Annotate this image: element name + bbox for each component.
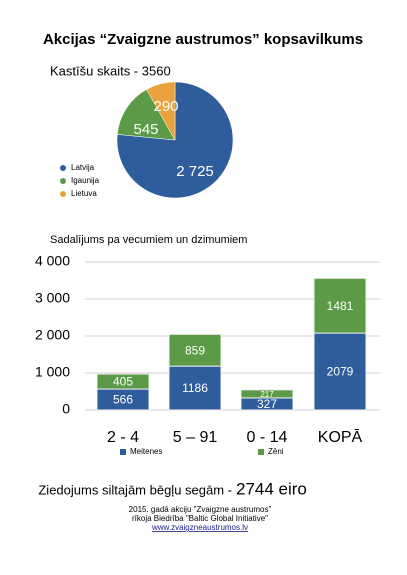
credit-line: 2015. gadā akciju "Zvaigzne austrumos" bbox=[129, 505, 272, 514]
legend-swatch bbox=[60, 165, 66, 171]
slice-label: 2 725 bbox=[176, 163, 214, 180]
bar-segment bbox=[240, 389, 294, 399]
bar-segment bbox=[313, 332, 367, 411]
bar-value-label: 1481 bbox=[327, 299, 354, 313]
y-tick-label: 2 000 bbox=[35, 327, 70, 343]
y-tick-label: 3 000 bbox=[35, 290, 70, 306]
bar-segment bbox=[96, 373, 150, 390]
bar-value-label: 859 bbox=[185, 343, 205, 357]
pie-title: Kastīšu skaits - 3560 bbox=[50, 63, 171, 78]
bar-value-label: 217 bbox=[260, 390, 274, 399]
bar-value-label: 1186 bbox=[182, 381, 208, 395]
legend-swatch bbox=[120, 449, 126, 455]
slice-label: 290 bbox=[153, 98, 178, 115]
legend-swatch bbox=[60, 178, 66, 184]
slice-label: 545 bbox=[133, 121, 158, 138]
bar-title: Sadalījums pa vecumiem un dzimumiem bbox=[50, 234, 247, 246]
donation-amount: 2744 eiro bbox=[236, 479, 307, 498]
pie-slice bbox=[116, 81, 234, 199]
donation-label: Ziedojums siltajām bēgļu segām - bbox=[38, 482, 232, 497]
legend-swatch bbox=[258, 449, 264, 455]
y-tick-label: 4 000 bbox=[35, 253, 70, 269]
bar-value-label: 2079 bbox=[327, 365, 354, 379]
legend-label: Zēni bbox=[268, 447, 284, 456]
x-tick-label: 2 - 4 bbox=[107, 429, 139, 446]
y-tick-label: 0 bbox=[62, 401, 70, 417]
legend-swatch bbox=[60, 191, 66, 197]
x-tick-label: 0 - 14 bbox=[247, 429, 288, 446]
pie-slice bbox=[116, 89, 176, 141]
x-tick-label: KOPĀ bbox=[318, 428, 363, 446]
legend-label: Lietuva bbox=[71, 189, 97, 198]
credit-line: rīkoja Biedrība "Baltic Global Initiativ… bbox=[132, 514, 268, 523]
pie-slice bbox=[146, 81, 176, 141]
credit-link[interactable]: www.zvaigzneaustrumos.lv bbox=[151, 523, 248, 532]
bar-segment bbox=[168, 333, 222, 367]
y-tick-label: 1 000 bbox=[35, 364, 70, 380]
bar-segment bbox=[313, 277, 367, 334]
legend-label: Igaunija bbox=[71, 176, 100, 185]
legend-label: Meitenes bbox=[130, 447, 162, 456]
bar-value-label: 566 bbox=[113, 393, 133, 407]
legend-label: Latvija bbox=[71, 163, 95, 172]
bar-value-label: 405 bbox=[113, 375, 133, 389]
bar-value-label: 327 bbox=[257, 397, 277, 411]
x-tick-label: 5 – 91 bbox=[173, 429, 218, 446]
page-title: Akcijas “Zvaigzne austrumos” kopsavilkum… bbox=[43, 31, 363, 48]
